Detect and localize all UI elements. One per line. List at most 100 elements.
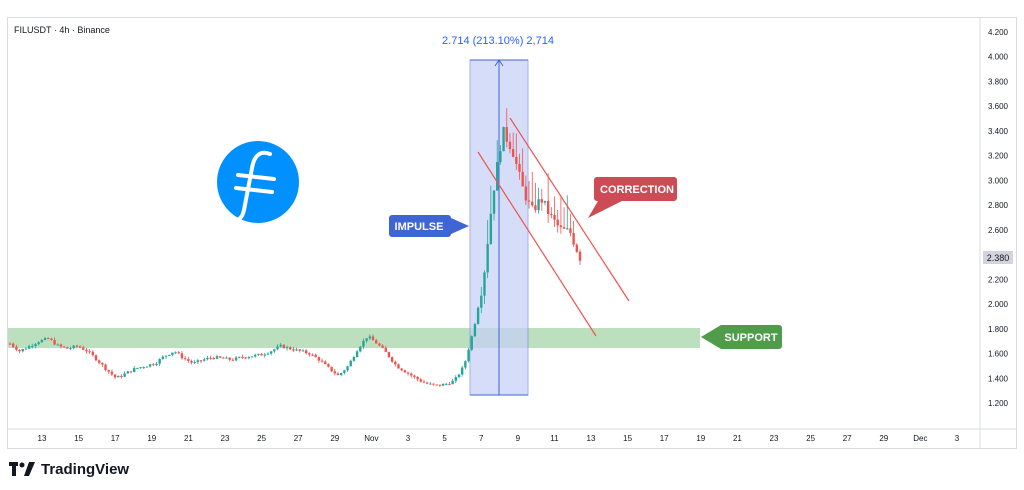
impulse-callout[interactable]: IMPULSE — [389, 215, 469, 237]
candle-body — [282, 344, 286, 349]
time-tick-label: 9 — [516, 434, 521, 443]
price-tick-label: 4.000 — [988, 53, 1009, 62]
candle-body — [263, 354, 266, 356]
time-tick-label: 23 — [770, 434, 779, 443]
price-tick-label: 3.200 — [988, 152, 1009, 161]
candle-body — [304, 350, 308, 354]
candle-body — [378, 343, 381, 346]
candle-body — [203, 359, 206, 361]
price-axis[interactable]: 1.2001.4001.6001.8002.0002.2002.4002.600… — [988, 28, 1009, 408]
candle-body — [31, 345, 34, 347]
price-tick-label: 3.400 — [988, 127, 1009, 136]
candle-body — [139, 367, 142, 369]
candle-body — [238, 356, 241, 358]
chart-frame: IMPULSE CORRECTION SUPPORT 2.714 (213.10… — [7, 17, 1017, 449]
candle-body — [199, 360, 203, 362]
candle-body — [27, 346, 31, 349]
time-tick-label: 3 — [406, 434, 411, 443]
time-tick-label: 3 — [955, 434, 960, 443]
candle-body — [11, 343, 15, 347]
time-tick-label: 7 — [479, 434, 484, 443]
candle-body — [550, 214, 553, 216]
price-tick-label: 1.400 — [988, 374, 1009, 383]
candle-body — [531, 201, 534, 206]
time-tick-label: Nov — [364, 434, 378, 443]
channel-lower-line[interactable] — [477, 151, 597, 337]
candle-body — [269, 351, 273, 354]
candle-body — [464, 361, 467, 368]
candle-body — [518, 163, 521, 172]
candle-body — [117, 376, 120, 378]
candle-body — [429, 383, 432, 385]
candle-body — [410, 373, 413, 376]
time-tick-label: 21 — [733, 434, 742, 443]
candle-body — [53, 339, 56, 345]
candle-body — [276, 346, 279, 350]
candle-body — [113, 374, 117, 378]
time-tick-label: 21 — [184, 434, 193, 443]
price-tick-label: 2.600 — [988, 226, 1009, 235]
correction-callout[interactable]: CORRECTION — [588, 177, 677, 218]
candle-body — [279, 344, 282, 347]
candle-body — [206, 357, 209, 360]
candle-body — [375, 340, 378, 344]
symbol-info[interactable]: FILUSDT · 4h · Binance — [14, 25, 110, 35]
candle-body — [327, 364, 330, 367]
time-tick-label: 17 — [111, 434, 120, 443]
candle-body — [397, 364, 400, 369]
candle-body — [435, 384, 438, 386]
candle-body — [524, 186, 528, 201]
support-zone[interactable] — [8, 328, 700, 348]
candle-body — [69, 348, 72, 350]
price-tick-label: 4.200 — [988, 28, 1009, 37]
candle-body — [317, 357, 321, 361]
candle-body — [556, 219, 559, 226]
candle-body — [390, 357, 394, 362]
candle-body — [218, 356, 222, 358]
time-tick-label: 25 — [257, 434, 266, 443]
candle-body — [177, 352, 180, 354]
candle-body — [534, 205, 537, 211]
impulse-measure-label: 2.714 (213.10%) 2,714 — [442, 35, 554, 47]
candle-body — [126, 371, 130, 374]
candle-body — [553, 215, 556, 220]
time-tick-label: 29 — [879, 434, 888, 443]
support-callout[interactable]: SUPPORT — [701, 325, 782, 349]
candle-body — [78, 346, 82, 348]
price-tick-label: 2.200 — [988, 275, 1009, 284]
candle-body — [559, 225, 563, 228]
candle-body — [34, 344, 37, 346]
candle-body — [349, 360, 352, 367]
candle-body — [212, 357, 215, 359]
time-axis[interactable]: 13 15 17 19 21 23 25 27 29 Nov 3 5 7 9 11 13 15 17 19 21 23 2… — [38, 434, 960, 443]
candle-body — [142, 367, 145, 369]
support-label: SUPPORT — [724, 332, 777, 344]
candle-body — [164, 355, 168, 357]
candle-body — [85, 349, 88, 352]
candle-body — [183, 358, 187, 360]
candle-body — [56, 344, 59, 346]
candle-body — [445, 383, 448, 385]
candle-body — [50, 338, 53, 340]
candle-body — [355, 351, 359, 358]
candle-body — [381, 345, 384, 348]
candle-body — [432, 383, 435, 385]
candle-body — [575, 244, 579, 252]
candle-body — [578, 251, 582, 261]
candle-body — [362, 340, 365, 347]
candle-body — [527, 200, 531, 202]
candle-body — [359, 346, 362, 352]
candle-body — [489, 213, 493, 245]
time-tick-label: 5 — [442, 434, 447, 443]
time-tick-label: 25 — [806, 434, 815, 443]
candle-body — [387, 351, 391, 358]
candle-body — [174, 352, 177, 354]
candle-body — [540, 199, 543, 203]
candle-body — [110, 371, 114, 375]
price-tick-label: 1.600 — [988, 350, 1009, 359]
candle-body — [457, 374, 461, 378]
candle-body — [161, 356, 165, 360]
candle-body — [413, 375, 416, 377]
chart-svg[interactable]: IMPULSE CORRECTION SUPPORT 2.714 (213.10… — [8, 18, 1016, 448]
channel-upper-line[interactable] — [509, 117, 630, 302]
